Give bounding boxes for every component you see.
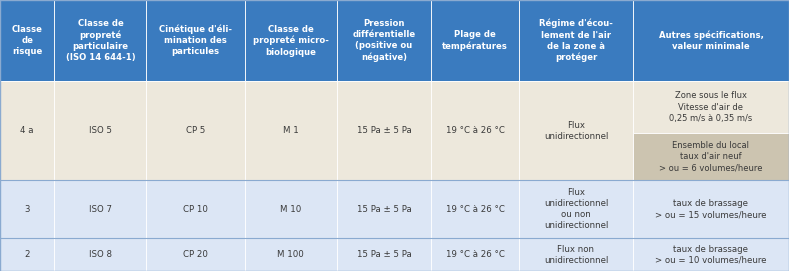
Bar: [633, 81, 789, 133]
Bar: [633, 180, 789, 238]
Bar: [519, 238, 633, 271]
Bar: [245, 0, 337, 81]
Text: Régime d'écou-
lement de l'air
de la zone à
protéger: Régime d'écou- lement de l'air de la zon…: [539, 19, 613, 62]
Text: 3: 3: [24, 205, 30, 214]
Text: Flux
unidirectionnel: Flux unidirectionnel: [544, 121, 608, 141]
Text: taux de brassage
> ou = 10 volumes/heure: taux de brassage > ou = 10 volumes/heure: [655, 245, 767, 265]
Text: 15 Pa ± 5 Pa: 15 Pa ± 5 Pa: [357, 250, 411, 259]
Bar: [54, 238, 147, 271]
Bar: [337, 0, 432, 81]
Bar: [54, 180, 147, 238]
Text: taux de brassage
> ou = 15 volumes/heure: taux de brassage > ou = 15 volumes/heure: [655, 199, 767, 220]
Text: ISO 5: ISO 5: [89, 126, 112, 135]
Text: CP 20: CP 20: [183, 250, 208, 259]
Bar: [432, 0, 519, 81]
Text: ISO 7: ISO 7: [89, 205, 112, 214]
Bar: [432, 81, 519, 180]
Bar: [519, 81, 633, 180]
Text: Autres spécifications,
valeur minimale: Autres spécifications, valeur minimale: [659, 30, 764, 51]
Text: 19 °C à 26 °C: 19 °C à 26 °C: [446, 205, 505, 214]
Text: Classe de
propreté
particulaire
(ISO 14 644-1): Classe de propreté particulaire (ISO 14 …: [65, 19, 135, 62]
Bar: [633, 0, 789, 81]
Text: Pression
différentielle
(positive ou
négative): Pression différentielle (positive ou nég…: [353, 19, 416, 62]
Bar: [432, 180, 519, 238]
Bar: [337, 180, 432, 238]
Bar: [337, 81, 432, 180]
Bar: [245, 180, 337, 238]
Bar: [519, 180, 633, 238]
Bar: [245, 81, 337, 180]
Text: 4 a: 4 a: [21, 126, 34, 135]
Text: Plage de
températures: Plage de températures: [442, 30, 508, 51]
Text: 15 Pa ± 5 Pa: 15 Pa ± 5 Pa: [357, 205, 411, 214]
Bar: [54, 0, 147, 81]
Bar: [147, 0, 245, 81]
Bar: [0, 0, 54, 81]
Text: ISO 8: ISO 8: [89, 250, 112, 259]
Bar: [633, 238, 789, 271]
Bar: [147, 81, 245, 180]
Bar: [0, 81, 54, 180]
Text: M 1: M 1: [282, 126, 298, 135]
Text: 19 °C à 26 °C: 19 °C à 26 °C: [446, 250, 505, 259]
Text: Cinétique d'éli-
mination des
particules: Cinétique d'éli- mination des particules: [159, 25, 232, 56]
Text: M 10: M 10: [280, 205, 301, 214]
Bar: [147, 180, 245, 238]
Bar: [633, 133, 789, 180]
Text: Classe
de
risque: Classe de risque: [12, 25, 43, 56]
Bar: [432, 238, 519, 271]
Text: M 100: M 100: [277, 250, 304, 259]
Text: Zone sous le flux
Vitesse d'air de
0,25 m/s à 0,35 m/s: Zone sous le flux Vitesse d'air de 0,25 …: [669, 91, 753, 122]
Bar: [147, 238, 245, 271]
Text: Flux
unidirectionnel
ou non
unidirectionnel: Flux unidirectionnel ou non unidirection…: [544, 188, 608, 231]
Text: 19 °C à 26 °C: 19 °C à 26 °C: [446, 126, 505, 135]
Text: Flux non
unidirectionnel: Flux non unidirectionnel: [544, 245, 608, 265]
Bar: [245, 238, 337, 271]
Text: Classe de
propreté micro-
biologique: Classe de propreté micro- biologique: [252, 25, 328, 57]
Bar: [0, 180, 54, 238]
Text: Ensemble du local
taux d'air neuf
> ou = 6 volumes/heure: Ensemble du local taux d'air neuf > ou =…: [660, 141, 763, 172]
Text: CP 10: CP 10: [183, 205, 208, 214]
Bar: [54, 81, 147, 180]
Text: 2: 2: [24, 250, 30, 259]
Text: CP 5: CP 5: [185, 126, 205, 135]
Text: 15 Pa ± 5 Pa: 15 Pa ± 5 Pa: [357, 126, 411, 135]
Bar: [0, 238, 54, 271]
Bar: [519, 0, 633, 81]
Bar: [337, 238, 432, 271]
